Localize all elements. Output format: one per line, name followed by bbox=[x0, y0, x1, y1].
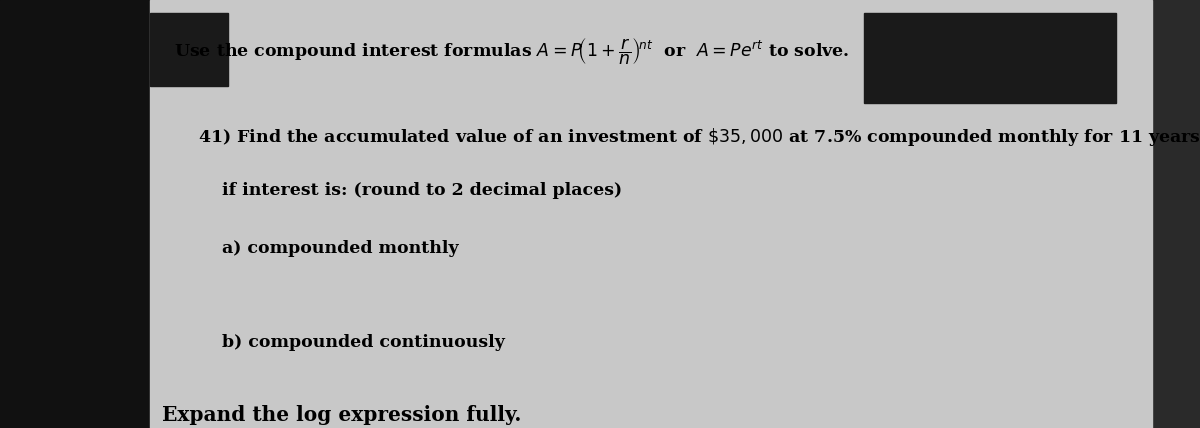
Bar bbox=[150, 13, 228, 86]
Bar bbox=[1152, 0, 1200, 428]
Bar bbox=[0, 0, 150, 428]
Bar bbox=[864, 13, 1116, 103]
Bar bbox=[150, 0, 1152, 428]
Text: Use the compound interest formulas $A = P\!\left(1+\dfrac{r}{n}\right)^{\!nt}$  : Use the compound interest formulas $A = … bbox=[174, 36, 850, 67]
Text: b) compounded continuously: b) compounded continuously bbox=[222, 334, 505, 351]
Text: a) compounded monthly: a) compounded monthly bbox=[222, 240, 458, 257]
Text: Expand the log expression fully.: Expand the log expression fully. bbox=[162, 405, 521, 425]
Text: if interest is: (round to 2 decimal places): if interest is: (round to 2 decimal plac… bbox=[222, 182, 622, 199]
Text: 41) Find the accumulated value of an investment of $\$35,000$ at 7.5% compounded: 41) Find the accumulated value of an inv… bbox=[198, 126, 1200, 148]
